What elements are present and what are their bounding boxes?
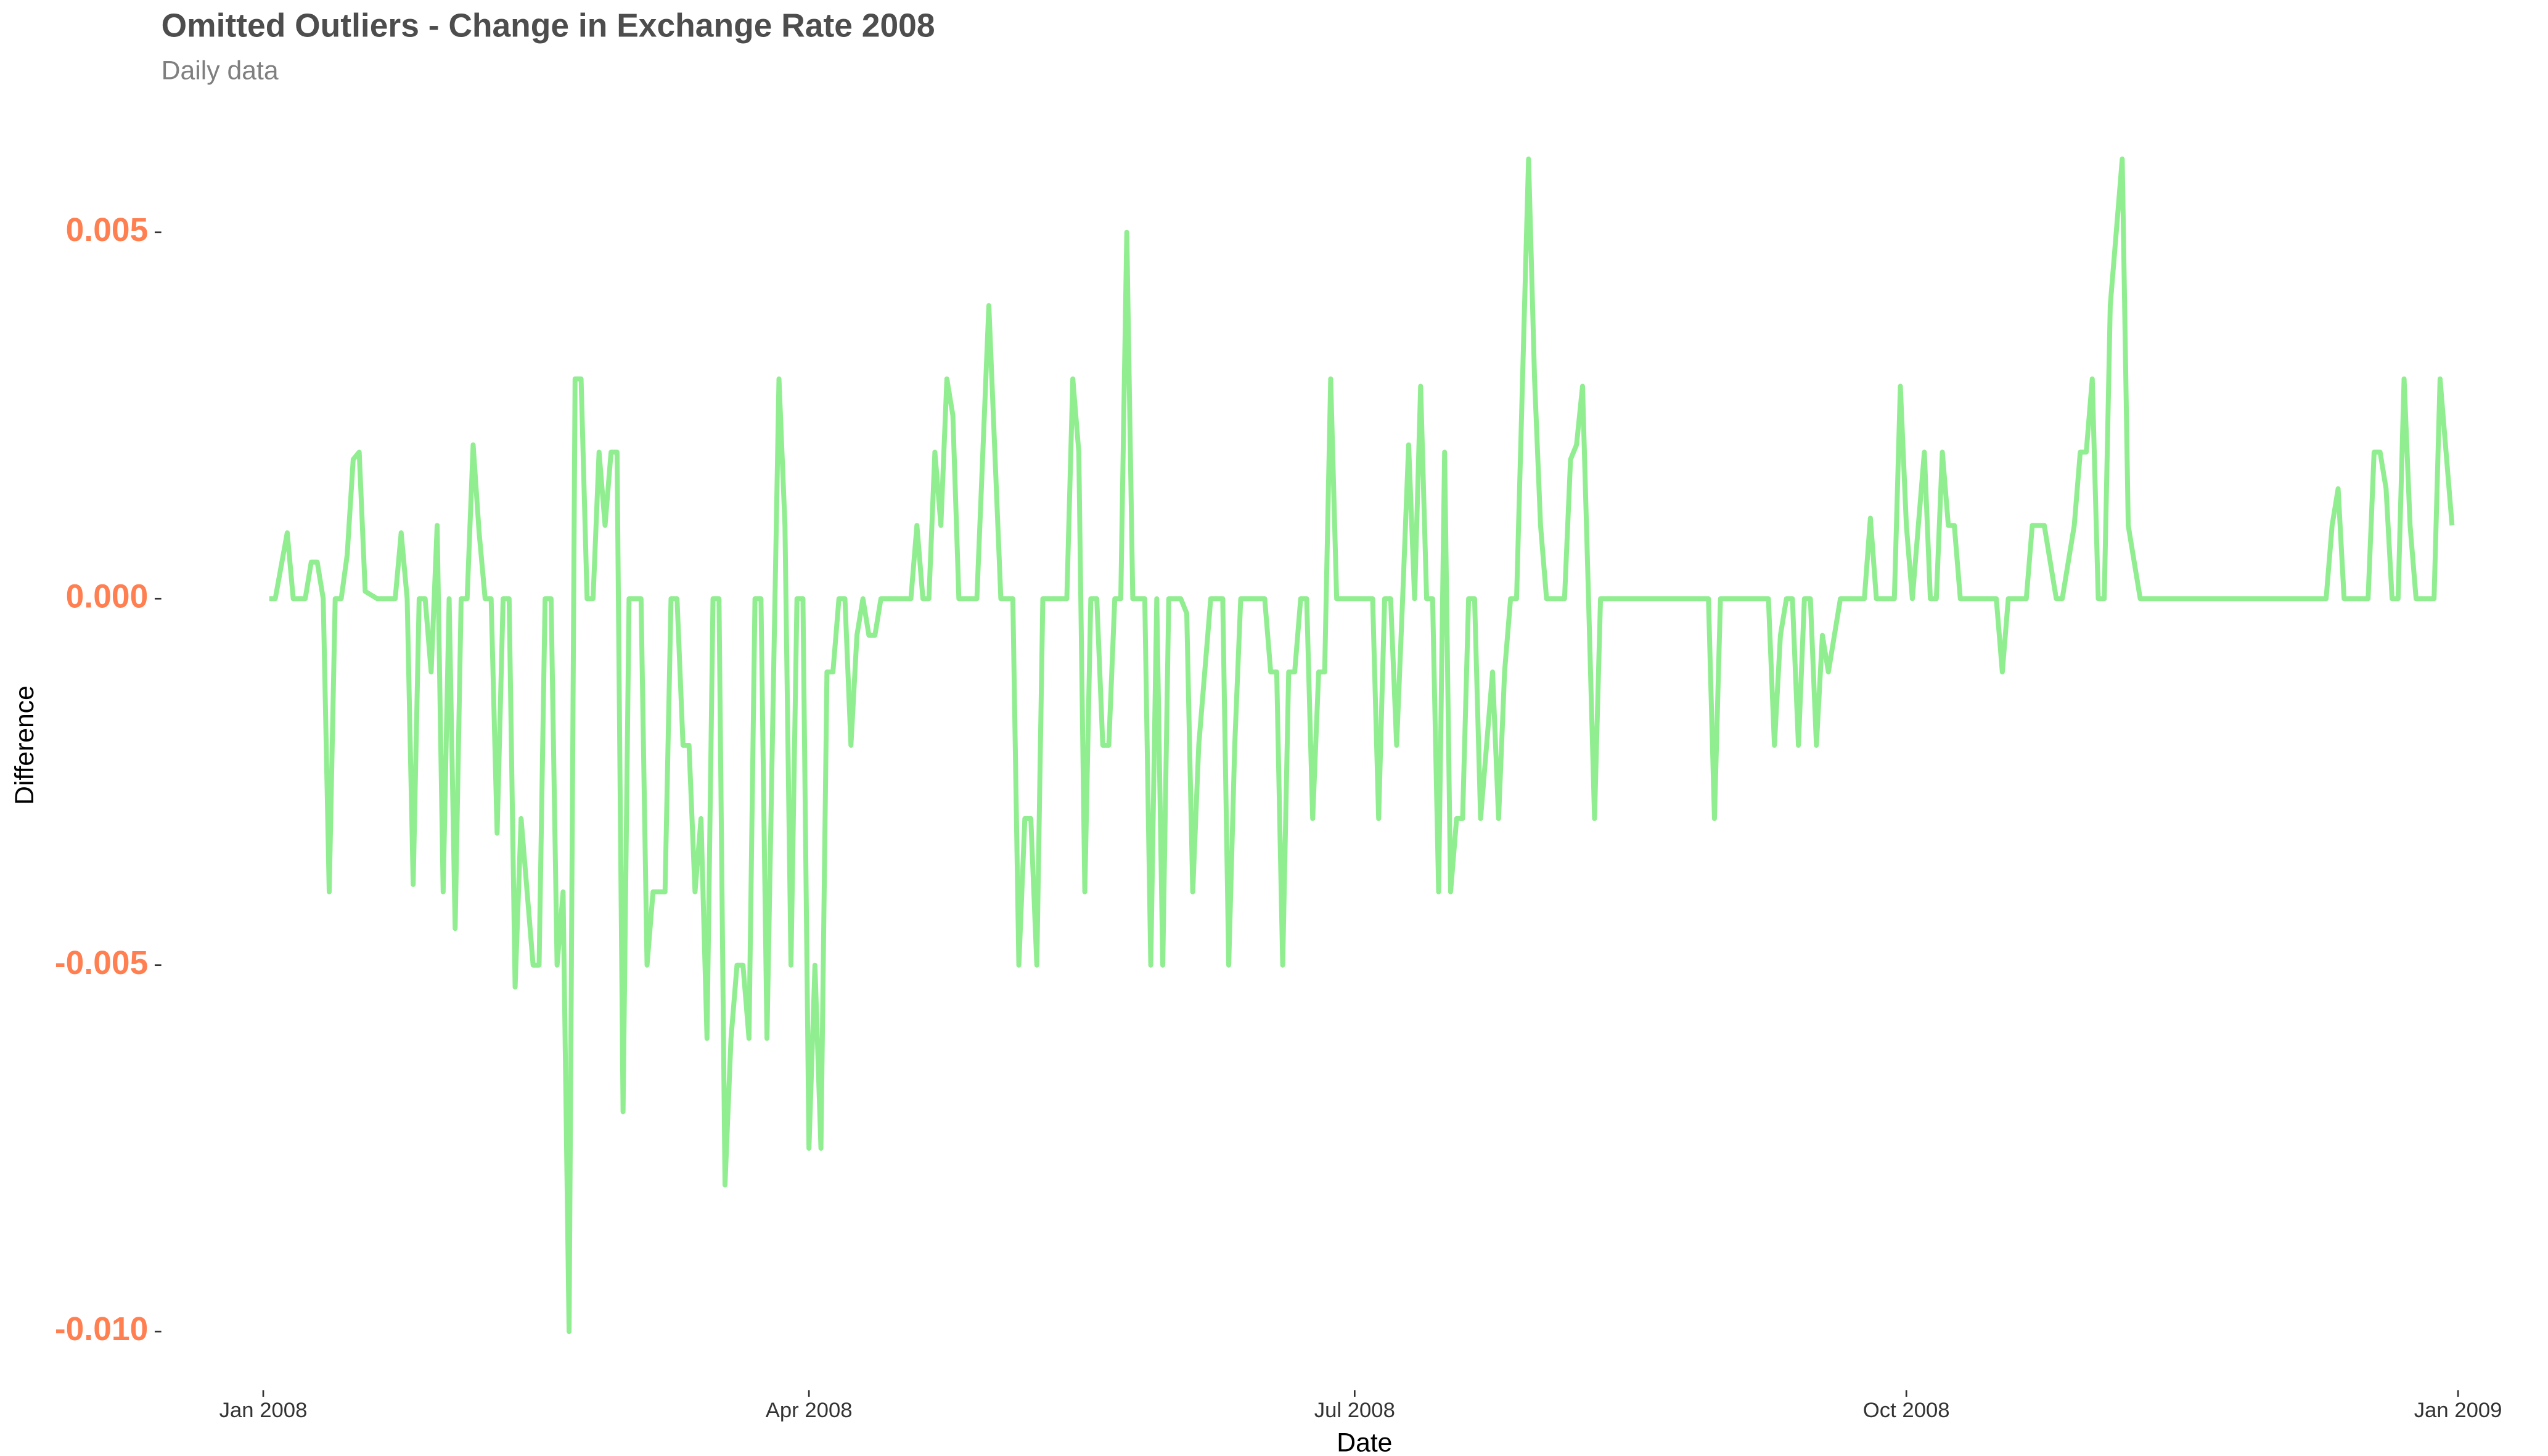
- x-tick-label: Jan 2009: [2414, 1399, 2502, 1422]
- x-axis-title: Date: [1337, 1428, 1392, 1456]
- data-line: [269, 156, 2455, 1335]
- y-tick-label: 0.000: [66, 578, 149, 615]
- x-tick-label: Apr 2008: [766, 1399, 853, 1422]
- y-axis-title: Difference: [10, 685, 39, 805]
- chart-title: Omitted Outliers - Change in Exchange Ra…: [162, 7, 935, 44]
- y-tick-label: -0.010: [55, 1311, 148, 1348]
- chart-subtitle: Daily data: [162, 56, 279, 86]
- x-tick-label: Oct 2008: [1863, 1399, 1950, 1422]
- y-tick-label: 0.005: [66, 212, 149, 248]
- x-tick-label: Jul 2008: [1314, 1399, 1395, 1422]
- x-tick-label: Jan 2008: [219, 1399, 308, 1422]
- y-tick-label: -0.005: [55, 945, 148, 981]
